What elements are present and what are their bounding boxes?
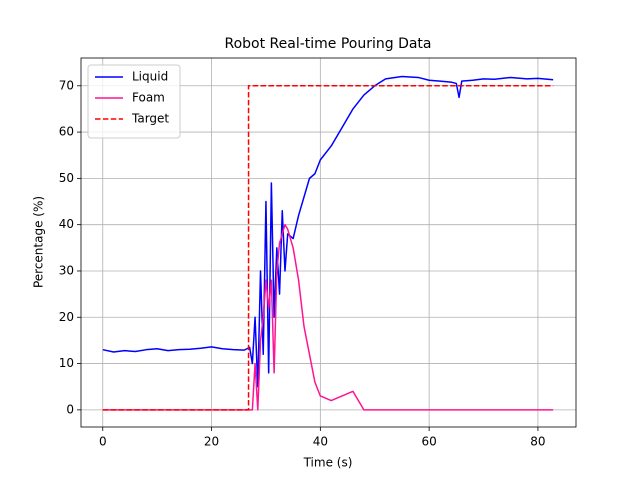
x-tick-label: 20 [204, 435, 219, 449]
legend-label: Liquid [132, 70, 168, 84]
plot-frame [80, 57, 577, 428]
x-tick-label: 60 [421, 435, 436, 449]
y-tick-label: 10 [59, 356, 74, 370]
x-tick-label: 0 [99, 435, 107, 449]
series-line [102, 75, 554, 388]
y-tick-label: 60 [59, 125, 74, 139]
x-tick-label: 80 [530, 435, 545, 449]
series-line [102, 85, 554, 411]
y-tick-label: 0 [66, 402, 74, 416]
y-tick-label: 30 [59, 263, 74, 277]
legend-label: Target [131, 112, 169, 126]
y-tick-label: 20 [59, 310, 74, 324]
legend-label: Foam [132, 91, 165, 105]
x-axis-label: Time (s) [303, 456, 353, 470]
x-tick-label: 40 [313, 435, 328, 449]
y-tick-label: 70 [59, 78, 74, 92]
legend: Liquid Foam Target [87, 64, 181, 139]
y-tick-label: 40 [59, 217, 74, 231]
y-tick-label: 50 [59, 171, 74, 185]
chart-title: Robot Real-time Pouring Data [224, 36, 431, 52]
y-axis-label: Percentage (%) [32, 196, 46, 288]
